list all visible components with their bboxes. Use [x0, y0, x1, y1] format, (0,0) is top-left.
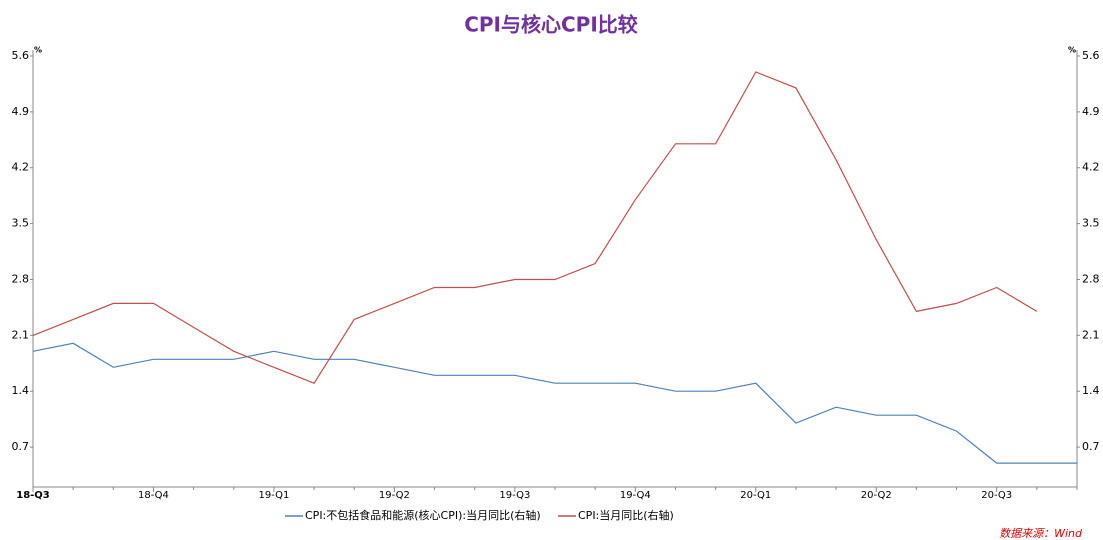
y-tick-label: 5.6 [12, 49, 30, 62]
y2-tick-label: 5.6 [1082, 49, 1100, 62]
x-tick-label: 20-Q3 [981, 490, 1012, 501]
y-tick-label: 2.1 [12, 328, 30, 341]
y2-tick-label: 0.7 [1082, 440, 1100, 453]
y-tick-label: 0.7 [12, 440, 30, 453]
x-tick-label: 20-Q2 [861, 490, 892, 501]
y-tick-label: 3.5 [12, 217, 30, 230]
y2-tick-label: 2.1 [1082, 328, 1100, 341]
y-tick-label: 1.4 [12, 384, 30, 397]
source: 数据来源：Wind [999, 527, 1083, 540]
chart-title: CPI与核心CPI比较 [464, 13, 638, 37]
y2-tick-label: 4.9 [1082, 105, 1100, 118]
x-tick-label: 19-Q2 [379, 490, 410, 501]
y2-tick-label: 3.5 [1082, 217, 1100, 230]
y2-tick-label: 4.2 [1082, 161, 1100, 174]
y2-unit: % [1068, 46, 1076, 55]
y2-tick-label: 1.4 [1082, 384, 1100, 397]
x-tick-label: 18-Q3 [16, 490, 50, 501]
legend-label: CPI:当月同比(右轴) [578, 508, 674, 522]
x-tick-label: 18-Q4 [138, 490, 169, 501]
y2-tick-label: 2.8 [1082, 272, 1100, 285]
x-tick-label: 19-Q4 [620, 490, 651, 501]
x-tick-label: 20-Q1 [740, 490, 771, 501]
x-tick-label: 19-Q3 [499, 490, 530, 501]
y-tick-label: 4.9 [12, 105, 30, 118]
series-line [32, 342, 1077, 464]
legend-label: CPI:不包括食品和能源(核心CPI):当月同比(右轴) [305, 508, 541, 522]
y-unit: % [34, 46, 42, 55]
x-tick-label: 19-Q1 [258, 490, 289, 501]
series-line [32, 71, 1038, 384]
y-tick-label: 4.2 [12, 161, 30, 174]
y-tick-label: 2.8 [12, 272, 30, 285]
